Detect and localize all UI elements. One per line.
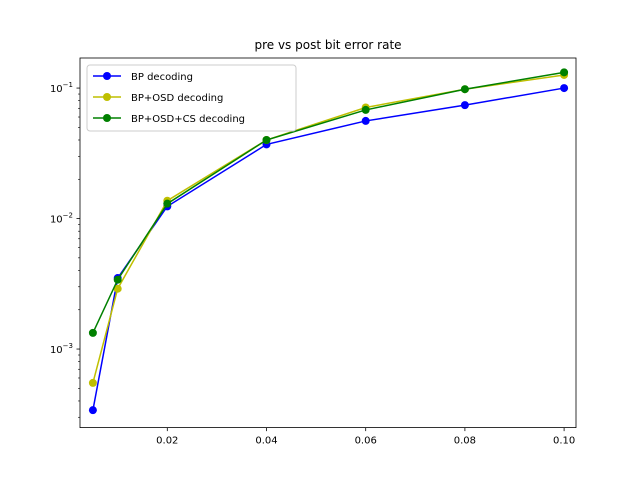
plot-area: [88, 68, 569, 415]
x-tick-label: 0.02: [156, 436, 178, 447]
data-point-bp-osd-cs-decoding: [88, 328, 97, 337]
x-axis: 0.02 0.04 0.06 0.08 0.10: [156, 427, 575, 447]
legend-marker-bp-osd-decoding: [103, 93, 111, 101]
x-tick-label: 0.10: [553, 436, 575, 447]
legend-marker-bp-osd-cs-decoding: [103, 114, 111, 122]
legend: BP decoding BP+OSD decoding BP+OSD+CS deco…: [86, 64, 297, 132]
x-tick-label: 0.06: [355, 436, 377, 447]
data-point-bp-decoding: [361, 116, 370, 125]
data-point-bp-decoding: [460, 101, 469, 110]
legend-box: [86, 64, 297, 132]
data-point-bp-osd-cs-decoding: [361, 105, 370, 114]
legend-label-bp-osd-cs-decoding: BP+OSD+CS decoding: [131, 114, 245, 125]
x-tick-label: 0.04: [255, 436, 277, 447]
legend-label-bp-decoding: BP decoding: [131, 72, 193, 83]
legend-label-bp-osd-decoding: BP+OSD decoding: [131, 93, 223, 104]
data-point-bp-osd-cs-decoding: [163, 199, 172, 208]
data-point-bp-decoding: [560, 84, 569, 93]
data-point-bp-osd-cs-decoding: [560, 68, 569, 77]
y-tick-label: 10−2: [50, 212, 73, 226]
legend-marker-bp-decoding: [103, 72, 111, 80]
x-tick-label: 0.08: [454, 436, 476, 447]
chart-title: pre vs post bit error rate: [254, 38, 401, 52]
axes-frame: [79, 57, 577, 429]
data-point-bp-osd-cs-decoding: [460, 85, 469, 94]
data-point-bp-osd-cs-decoding: [113, 275, 122, 284]
y-tick-label: 10−3: [50, 342, 73, 356]
y-axis: 10−3 10−2 10−1: [50, 81, 80, 418]
data-point-bp-osd-decoding: [88, 378, 97, 387]
data-point-bp-decoding: [88, 406, 97, 415]
data-point-bp-osd-cs-decoding: [262, 135, 271, 144]
y-tick-label: 10−1: [50, 81, 73, 95]
data-point-bp-osd-decoding: [113, 284, 122, 293]
